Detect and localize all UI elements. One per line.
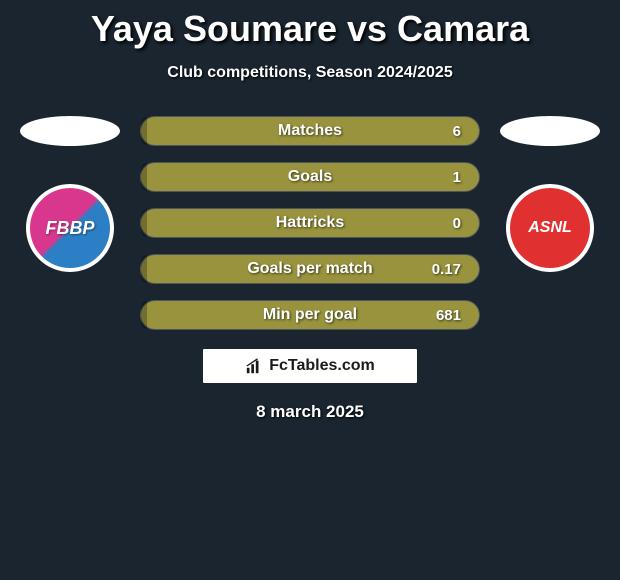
date-text: 8 march 2025 [256,402,364,422]
stat-value: 6 [453,123,461,140]
left-column: FBBP [0,116,140,330]
stat-value: 681 [436,307,461,324]
stats-column: Matches 6 Goals 1 Hattricks 0 Goals per … [140,116,480,330]
player-placeholder-right [500,116,600,146]
stat-value: 0 [453,215,461,232]
chart-icon [245,357,263,375]
stat-edge [141,209,147,237]
stat-edge [141,163,147,191]
stat-value: 0.17 [432,261,461,278]
subtitle: Club competitions, Season 2024/2025 [167,64,452,82]
right-column: ASNL [480,116,620,330]
content-area: FBBP Matches 6 Goals 1 Hattricks 0 [0,116,620,330]
branding-text: FcTables.com [269,357,375,375]
stats-infographic: Yaya Soumare vs Camara Club competitions… [0,0,620,422]
team-logo-left: FBBP [26,184,114,272]
branding-box: FcTables.com [202,348,418,384]
stat-row-goals: Goals 1 [140,162,480,192]
team-logo-right: ASNL [506,184,594,272]
stat-row-hattricks: Hattricks 0 [140,208,480,238]
team-logo-right-text: ASNL [528,219,572,237]
stat-row-min-per-goal: Min per goal 681 [140,300,480,330]
stat-label: Goals per match [247,260,372,278]
stat-label: Hattricks [276,214,344,232]
stat-label: Matches [278,122,342,140]
footer-area: FcTables.com 8 march 2025 [0,348,620,422]
stat-row-goals-per-match: Goals per match 0.17 [140,254,480,284]
stat-edge [141,255,147,283]
page-title: Yaya Soumare vs Camara [91,8,529,50]
stat-edge [141,301,147,329]
stat-edge [141,117,147,145]
stat-value: 1 [453,169,461,186]
player-placeholder-left [20,116,120,146]
stat-label: Min per goal [263,306,357,324]
team-logo-left-inner: FBBP [30,188,110,268]
stat-row-matches: Matches 6 [140,116,480,146]
team-logo-left-text: FBBP [46,218,95,239]
team-logo-right-inner: ASNL [510,188,590,268]
stat-label: Goals [288,168,332,186]
